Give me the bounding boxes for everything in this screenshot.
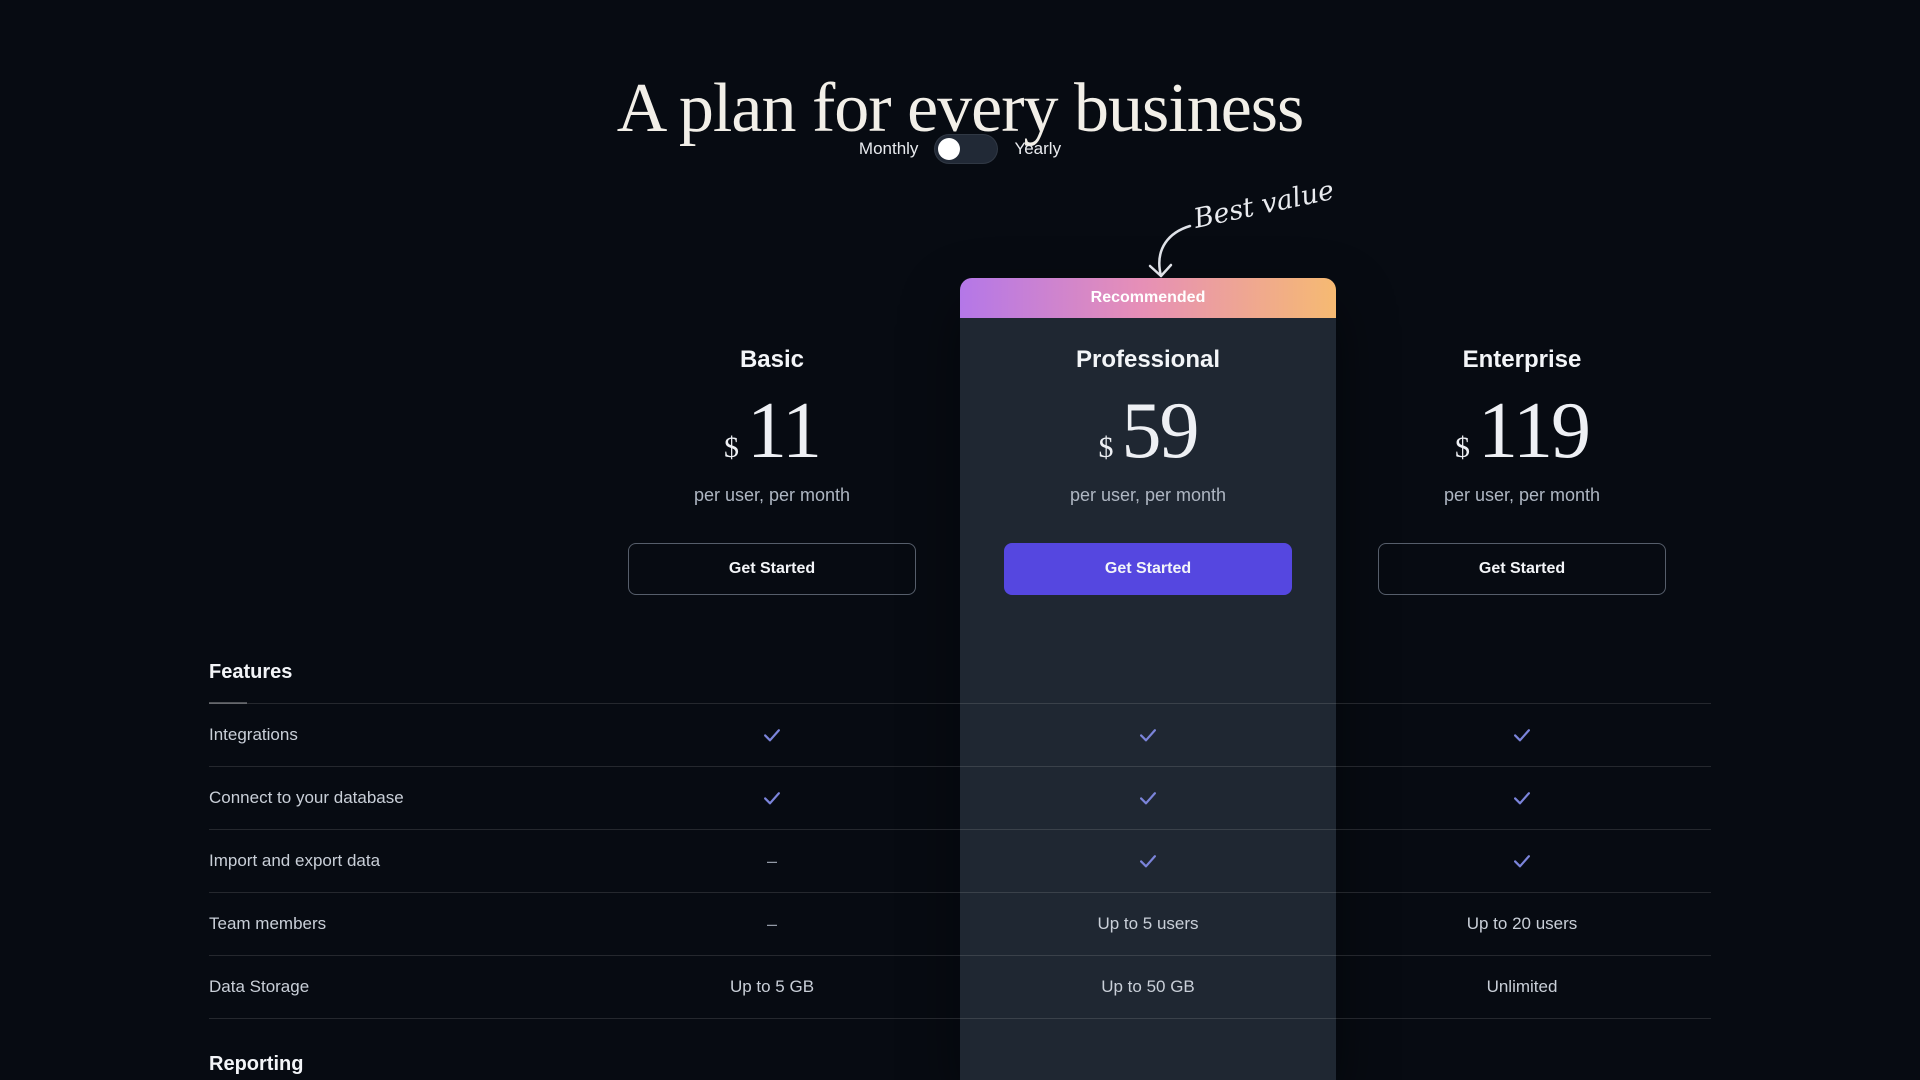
recommended-card: Recommended xyxy=(960,278,1336,1080)
get-started-button-enterprise[interactable]: Get Started xyxy=(1378,543,1666,595)
dash-icon: – xyxy=(766,850,777,871)
check-icon xyxy=(1137,724,1159,746)
toggle-knob xyxy=(938,138,961,160)
billing-toggle[interactable] xyxy=(934,134,999,164)
feature-label: Connect to your database xyxy=(209,788,404,807)
feature-cell-professional xyxy=(998,767,1298,829)
feature-cell-enterprise xyxy=(1372,830,1672,892)
yearly-label: Yearly xyxy=(1014,139,1062,158)
plan-name: Enterprise xyxy=(1462,346,1582,373)
divider-accent xyxy=(209,702,247,704)
feature-cell-basic: – xyxy=(622,830,922,892)
check-icon xyxy=(1137,787,1159,809)
plan-price: $ 119 xyxy=(1332,387,1712,475)
feature-cell-basic: Up to 5 GB xyxy=(729,977,815,996)
plan-period: per user, per month xyxy=(693,485,851,505)
plan-name: Professional xyxy=(1075,346,1221,373)
check-icon xyxy=(761,724,783,746)
dash-icon: – xyxy=(766,913,777,934)
feature-cell-basic xyxy=(622,704,922,766)
price-value: 119 xyxy=(1477,387,1591,475)
plan-period: per user, per month xyxy=(1443,485,1601,505)
plan-column-enterprise: Enterprise $ 119 per user, per month Get… xyxy=(1332,345,1712,595)
check-icon xyxy=(761,787,783,809)
recommended-badge: Recommended xyxy=(960,278,1336,318)
currency-symbol: $ xyxy=(723,431,739,464)
plan-price: $ 11 xyxy=(582,387,962,475)
annotation-arrowhead xyxy=(1148,263,1173,278)
feature-cell-basic xyxy=(622,767,922,829)
plan-price: $ 59 xyxy=(958,387,1338,475)
annotation-arrow xyxy=(1158,224,1192,278)
feature-cell-professional xyxy=(998,704,1298,766)
feature-cell-enterprise: Up to 20 users xyxy=(1466,914,1578,933)
currency-symbol: $ xyxy=(1098,431,1114,464)
price-value: 59 xyxy=(1121,387,1200,475)
check-icon xyxy=(1137,850,1159,872)
feature-cell-professional xyxy=(998,830,1298,892)
feature-row: Connect to your database xyxy=(209,766,1711,829)
feature-table: Integrations Connect to your database Impo… xyxy=(209,703,1711,1019)
section-title-features: Features xyxy=(209,661,293,683)
check-icon xyxy=(1511,850,1533,872)
plan-name: Basic xyxy=(739,346,805,373)
feature-label: Integrations xyxy=(209,725,298,744)
feature-label: Data Storage xyxy=(209,977,310,996)
best-value-text: Best value xyxy=(1190,175,1337,235)
monthly-label: Monthly xyxy=(858,139,919,158)
currency-symbol: $ xyxy=(1454,431,1470,464)
feature-cell-enterprise: Unlimited xyxy=(1486,977,1558,996)
section-title-reporting: Reporting xyxy=(209,1053,304,1075)
price-value: 11 xyxy=(746,387,822,475)
plan-column-basic: Basic $ 11 per user, per month Get Start… xyxy=(582,345,962,595)
plan-period: per user, per month xyxy=(1069,485,1227,505)
feature-cell-basic: – xyxy=(622,893,922,955)
feature-cell-enterprise xyxy=(1372,767,1672,829)
feature-cell-enterprise xyxy=(1372,704,1672,766)
feature-row: Team members – Up to 5 users Up to 20 users xyxy=(209,892,1711,955)
feature-label: Import and export data xyxy=(209,851,381,870)
plan-column-professional: Professional $ 59 per user, per month Ge… xyxy=(958,345,1338,595)
billing-toggle-row: Monthly Yearly xyxy=(0,133,1920,165)
feature-row: Integrations xyxy=(209,703,1711,766)
feature-cell-professional: Up to 50 GB xyxy=(1101,977,1195,996)
check-icon xyxy=(1511,787,1533,809)
get-started-button-professional[interactable]: Get Started xyxy=(1004,543,1292,595)
feature-label: Team members xyxy=(209,914,327,933)
feature-cell-professional: Up to 5 users xyxy=(1097,914,1199,933)
feature-row: Import and export data – xyxy=(209,829,1711,892)
get-started-button-basic[interactable]: Get Started xyxy=(628,543,916,595)
feature-row: Data Storage Up to 5 GB Up to 50 GB Unlimit… xyxy=(209,955,1711,1019)
check-icon xyxy=(1511,724,1533,746)
best-value-annotation: Best value xyxy=(1148,175,1337,278)
